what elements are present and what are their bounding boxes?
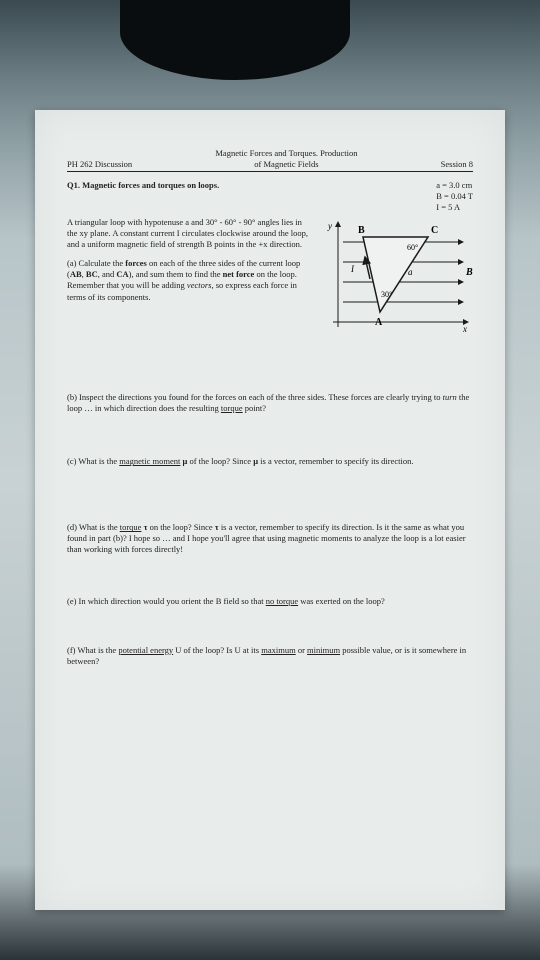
q1-title: Q1. Magnetic forces and torques on loops… [67, 180, 219, 191]
intro-text: A triangular loop with hypotenuse a and … [67, 217, 313, 337]
dark-object-top [120, 0, 350, 80]
header-title-line2: of Magnetic Fields [132, 159, 440, 170]
label-B-field: B [465, 267, 473, 278]
part-e: (e) In which direction would you orient … [67, 596, 473, 607]
label-C: C [431, 225, 438, 236]
part-a: (a) Calculate the forces on each of the … [67, 258, 313, 302]
label-A: A [375, 317, 383, 328]
part-d: (d) What is the torque τ on the loop? Si… [67, 522, 473, 555]
q1-row: Q1. Magnetic forces and torques on loops… [67, 180, 473, 213]
given-I: I = 5 A [436, 202, 473, 213]
part-f: (f) What is the potential energy U of th… [67, 645, 473, 667]
header-left: PH 262 Discussion [67, 159, 132, 170]
triangle-diagram: B C A I a 60° 30° B x y [323, 217, 473, 337]
header-row: PH 262 Discussion Magnetic Forces and To… [67, 148, 473, 172]
label-y: y [327, 221, 332, 231]
photo-background: PH 262 Discussion Magnetic Forces and To… [0, 0, 540, 960]
label-I: I [350, 264, 355, 274]
label-30: 30° [381, 290, 392, 299]
part-b: (b) Inspect the directions you found for… [67, 392, 473, 414]
label-x: x [462, 324, 467, 334]
label-a-side: a [408, 267, 413, 277]
given-values: a = 3.0 cm B = 0.04 T I = 5 A [436, 180, 473, 213]
given-a: a = 3.0 cm [436, 180, 473, 191]
label-B: B [358, 225, 365, 236]
worksheet-paper: PH 262 Discussion Magnetic Forces and To… [35, 110, 505, 910]
part-c: (c) What is the magnetic moment μ of the… [67, 456, 473, 467]
diagram-svg: B C A I a 60° 30° B x y [323, 217, 473, 337]
intro-block: A triangular loop with hypotenuse a and … [67, 217, 473, 337]
header-right: Session 8 [441, 159, 473, 170]
header-title-line1: Magnetic Forces and Torques. Production [132, 148, 440, 159]
given-B: B = 0.04 T [436, 191, 473, 202]
header-center: Magnetic Forces and Torques. Production … [132, 148, 440, 170]
intro-paragraph: A triangular loop with hypotenuse a and … [67, 217, 313, 250]
label-60: 60° [407, 243, 418, 252]
